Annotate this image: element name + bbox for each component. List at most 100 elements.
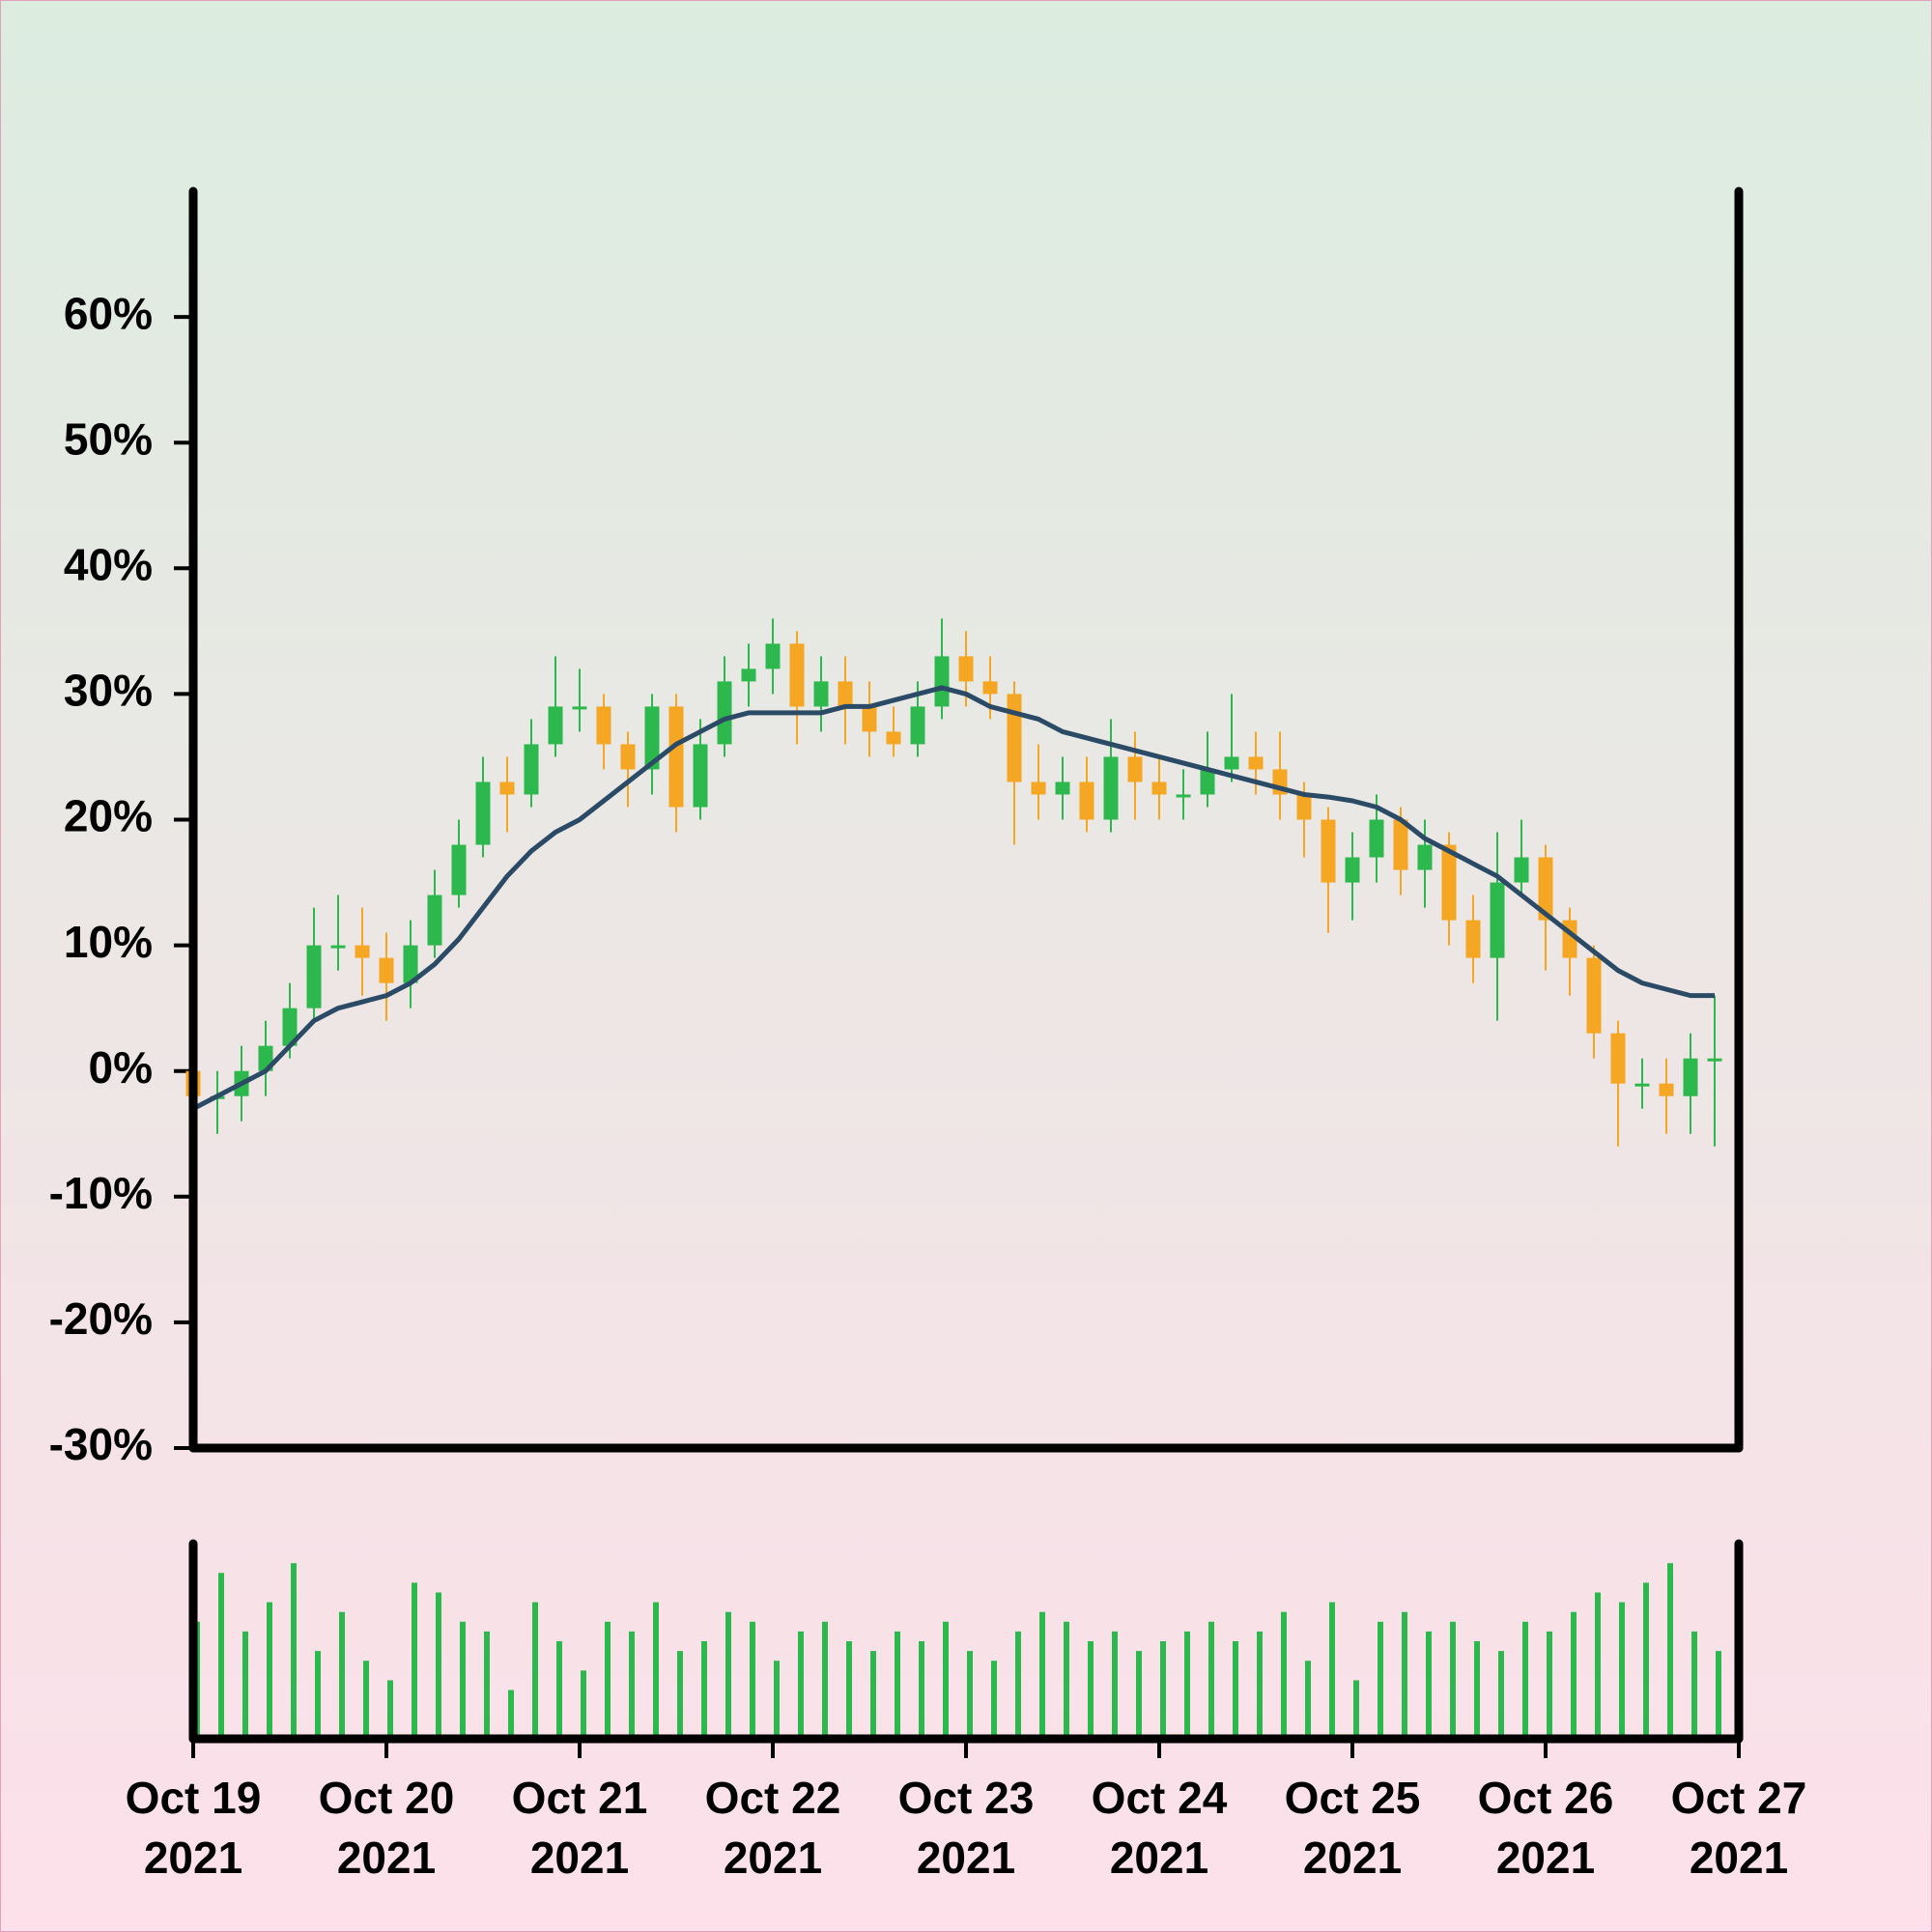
candle-body <box>668 706 684 808</box>
candle-body <box>1659 1083 1674 1096</box>
volume-bar <box>1522 1621 1528 1739</box>
candle-body <box>1055 781 1070 795</box>
x-tick-label: 2021 <box>1303 1833 1402 1883</box>
candle-body <box>1538 857 1553 921</box>
x-tick-label: 2021 <box>724 1833 822 1883</box>
volume-bar <box>943 1621 949 1739</box>
moving-average-line <box>191 685 1715 1111</box>
candle-body <box>1441 844 1457 921</box>
x-tick-label: 2021 <box>144 1833 242 1883</box>
candle-body <box>1465 920 1481 958</box>
candle-body <box>1369 819 1384 858</box>
volume-bar <box>629 1631 635 1739</box>
volume-bar <box>1716 1651 1721 1739</box>
candle-body <box>1079 781 1094 820</box>
candle-body <box>958 656 974 682</box>
volume-bar <box>1088 1641 1094 1739</box>
candle-body <box>330 945 346 949</box>
candle-body <box>1296 794 1312 820</box>
volume-bar <box>1064 1621 1069 1739</box>
volume-bar <box>1402 1611 1407 1739</box>
volume-bar <box>701 1641 707 1739</box>
y-tick-label: -10% <box>49 1168 153 1218</box>
volume-bar <box>774 1661 780 1739</box>
volume-bar <box>653 1602 659 1739</box>
volume-bar <box>1474 1641 1480 1739</box>
y-tick-label: 30% <box>64 666 153 716</box>
volume-bar <box>1184 1631 1190 1739</box>
volume-bar <box>1547 1631 1552 1739</box>
volume-bar <box>895 1631 900 1739</box>
volume-bar <box>725 1611 731 1739</box>
x-tick-label: 2021 <box>917 1833 1015 1883</box>
volume-bar <box>1257 1631 1263 1739</box>
volume-bar <box>436 1592 441 1739</box>
candle-body <box>596 706 611 745</box>
candle-body <box>379 957 394 983</box>
candle-body <box>1393 819 1408 870</box>
candle-body <box>838 681 853 707</box>
candle-body <box>934 656 950 707</box>
volume-bar <box>556 1641 562 1739</box>
volume-bar <box>581 1670 586 1739</box>
y-tick-label: -20% <box>49 1293 153 1344</box>
volume-bar <box>1329 1602 1335 1739</box>
x-tick-label: 2021 <box>1496 1833 1595 1883</box>
volume-bar <box>1691 1631 1697 1739</box>
candle-body <box>1151 781 1167 795</box>
candle-body <box>306 945 322 1009</box>
candle-body <box>475 781 491 845</box>
volume-bar <box>605 1621 611 1739</box>
x-tick-label: Oct 24 <box>1092 1773 1228 1823</box>
y-tick-label: 50% <box>64 413 153 464</box>
volume-bar <box>291 1563 297 1739</box>
candle-body <box>403 945 418 983</box>
x-tick-label: Oct 23 <box>898 1773 1035 1823</box>
x-tick-label: Oct 21 <box>512 1773 648 1823</box>
candle-body <box>1634 1083 1650 1087</box>
candle-body <box>355 945 370 958</box>
x-tick-label: Oct 19 <box>126 1773 262 1823</box>
volume-bar <box>1498 1651 1504 1739</box>
candle-body <box>1321 819 1336 883</box>
volume-bar <box>1136 1651 1142 1739</box>
candle-body <box>1031 781 1046 795</box>
x-tick-label: Oct 26 <box>1478 1773 1614 1823</box>
candle-body <box>427 895 442 946</box>
candle-body <box>1610 1033 1626 1084</box>
candle-body <box>1514 857 1529 883</box>
candle-body <box>1103 756 1119 820</box>
candle-body <box>1224 756 1239 770</box>
candle-body <box>1417 844 1433 870</box>
x-tick-label: Oct 27 <box>1671 1773 1807 1823</box>
candle-body <box>1490 882 1505 958</box>
volume-bar <box>363 1661 369 1739</box>
y-tick-label: 0% <box>89 1042 153 1093</box>
volume-bar <box>1595 1592 1601 1739</box>
x-tick-label: Oct 25 <box>1285 1773 1421 1823</box>
candle-body <box>1683 1058 1698 1096</box>
volume-bar <box>870 1651 876 1739</box>
volume-bar <box>387 1680 393 1739</box>
y-tick-label: -30% <box>49 1419 153 1469</box>
candle-body <box>765 643 781 669</box>
y-tick-label: 60% <box>64 288 153 338</box>
y-tick-label: 40% <box>64 539 153 589</box>
candle-body <box>524 744 539 795</box>
volume-bar <box>1667 1563 1673 1739</box>
volume-bar <box>967 1651 973 1739</box>
candle-body <box>789 643 805 707</box>
x-tick-label: Oct 20 <box>319 1773 455 1823</box>
volume-bar <box>1353 1680 1359 1739</box>
volume-bar <box>315 1651 321 1739</box>
volume-bar <box>484 1631 490 1739</box>
x-tick-label: Oct 22 <box>705 1773 841 1823</box>
volume-bar <box>1450 1621 1456 1739</box>
candle-body <box>910 706 925 745</box>
candle-body <box>644 706 660 770</box>
candle-body <box>499 781 515 795</box>
volume-bar <box>532 1602 538 1739</box>
volume-bar <box>412 1582 417 1739</box>
volume-bar <box>1015 1631 1021 1739</box>
